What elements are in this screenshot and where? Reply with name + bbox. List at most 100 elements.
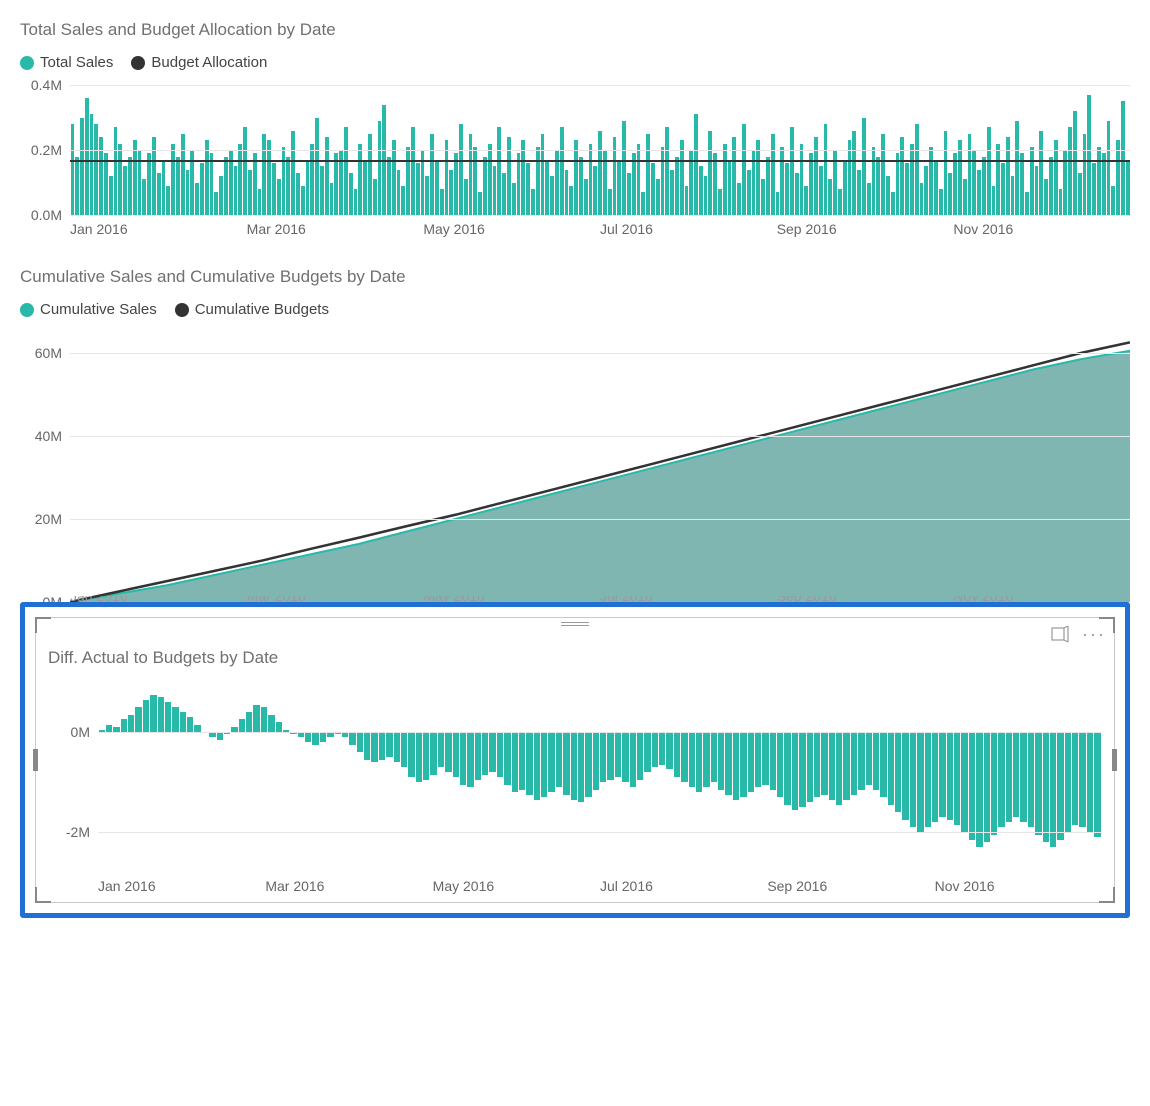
chart1-yaxis: 0.0M0.2M0.4M	[20, 85, 70, 215]
sales-bar	[497, 127, 501, 215]
diff-bar	[246, 682, 252, 872]
diff-bar	[696, 682, 702, 872]
diff-bar	[807, 682, 813, 872]
diff-bar	[755, 682, 761, 872]
resize-handle-br[interactable]	[1099, 887, 1115, 903]
chart3-frame: ··· Diff. Actual to Budgets by Date 0M-2…	[35, 617, 1115, 903]
sales-bar	[828, 179, 832, 215]
sales-bar	[1087, 95, 1091, 215]
sales-bar	[1025, 192, 1029, 215]
sales-bar	[445, 140, 449, 215]
diff-bar	[644, 682, 650, 872]
diff-bar	[519, 682, 525, 872]
diff-bar	[947, 682, 953, 872]
focus-mode-icon[interactable]	[1050, 624, 1070, 644]
diff-bar	[939, 682, 945, 872]
sales-bar	[1039, 131, 1043, 216]
gridline	[70, 436, 1130, 437]
diff-bar	[858, 682, 864, 872]
sales-bar	[1083, 134, 1087, 215]
chart2-legend: Cumulative Sales Cumulative Budgets	[20, 301, 1130, 318]
diff-bar	[843, 682, 849, 872]
sales-bar	[545, 160, 549, 215]
sales-bar	[502, 173, 506, 215]
diff-bar	[172, 682, 178, 872]
sales-bar	[694, 114, 698, 215]
sales-bar	[521, 140, 525, 215]
sales-bar	[704, 176, 708, 215]
sales-bar	[958, 140, 962, 215]
sales-bar	[809, 153, 813, 215]
sales-bar	[872, 147, 876, 215]
sales-bar	[464, 179, 468, 215]
diff-bar	[394, 682, 400, 872]
diff-bar	[357, 682, 363, 872]
sales-bar	[1030, 147, 1034, 215]
selected-visual-frame[interactable]: ··· Diff. Actual to Budgets by Date 0M-2…	[20, 602, 1130, 918]
sales-bar	[248, 170, 252, 216]
sales-bar	[920, 183, 924, 216]
sales-bar	[416, 163, 420, 215]
sales-bar	[238, 144, 242, 216]
sales-bar	[449, 170, 453, 216]
drag-handle-icon[interactable]	[561, 622, 589, 628]
sales-bar	[685, 186, 689, 215]
sales-bar	[368, 134, 372, 215]
sales-bar	[306, 160, 310, 215]
sales-bar	[85, 98, 89, 215]
sales-bar	[670, 170, 674, 216]
diff-bar	[224, 682, 230, 872]
diff-bar	[659, 682, 665, 872]
diff-bar	[880, 682, 886, 872]
diff-bar	[187, 682, 193, 872]
diff-bar	[489, 682, 495, 872]
sales-bar	[258, 189, 262, 215]
sales-bar	[824, 124, 828, 215]
x-tick: Nov 2016	[935, 878, 1102, 894]
sales-bar	[579, 157, 583, 216]
diff-bar	[364, 682, 370, 872]
diff-bar	[312, 682, 318, 872]
sales-bar	[598, 131, 602, 216]
legend-item[interactable]: Cumulative Sales	[20, 301, 157, 318]
sales-bar	[454, 153, 458, 215]
legend-item[interactable]: Total Sales	[20, 54, 113, 71]
sales-bar	[541, 134, 545, 215]
diff-bar	[165, 682, 171, 872]
gridline	[70, 215, 1130, 216]
sales-bar	[929, 147, 933, 215]
chart1-plot: 0.0M0.2M0.4M	[70, 85, 1130, 215]
sales-bar	[718, 189, 722, 215]
diff-bar	[925, 682, 931, 872]
sales-bar	[301, 186, 305, 215]
diff-bar	[637, 682, 643, 872]
legend-item[interactable]: Budget Allocation	[131, 54, 267, 71]
sales-bar	[315, 118, 319, 216]
diff-bar	[268, 682, 274, 872]
sales-bar	[344, 127, 348, 215]
sales-bar	[171, 144, 175, 216]
sales-bar	[982, 157, 986, 216]
sales-bar	[651, 163, 655, 215]
sales-bar	[924, 166, 928, 215]
resize-handle-tl[interactable]	[35, 617, 51, 633]
diff-bar	[630, 682, 636, 872]
resize-handle-right[interactable]	[1112, 749, 1117, 771]
sales-bar	[75, 157, 79, 216]
diff-bar	[497, 682, 503, 872]
sales-bar	[210, 153, 214, 215]
diff-bar	[1057, 682, 1063, 872]
diff-bar	[239, 682, 245, 872]
diff-bar	[563, 682, 569, 872]
more-options-icon[interactable]: ···	[1084, 624, 1104, 644]
resize-handle-bl[interactable]	[35, 887, 51, 903]
legend-item[interactable]: Cumulative Budgets	[175, 301, 329, 318]
diff-bar	[327, 682, 333, 872]
sales-bar	[363, 160, 367, 215]
sales-bar	[747, 170, 751, 216]
resize-handle-left[interactable]	[33, 749, 38, 771]
sales-bar	[133, 140, 137, 215]
diff-bar	[910, 682, 916, 872]
sales-bar	[200, 163, 204, 215]
sales-bar	[795, 173, 799, 215]
